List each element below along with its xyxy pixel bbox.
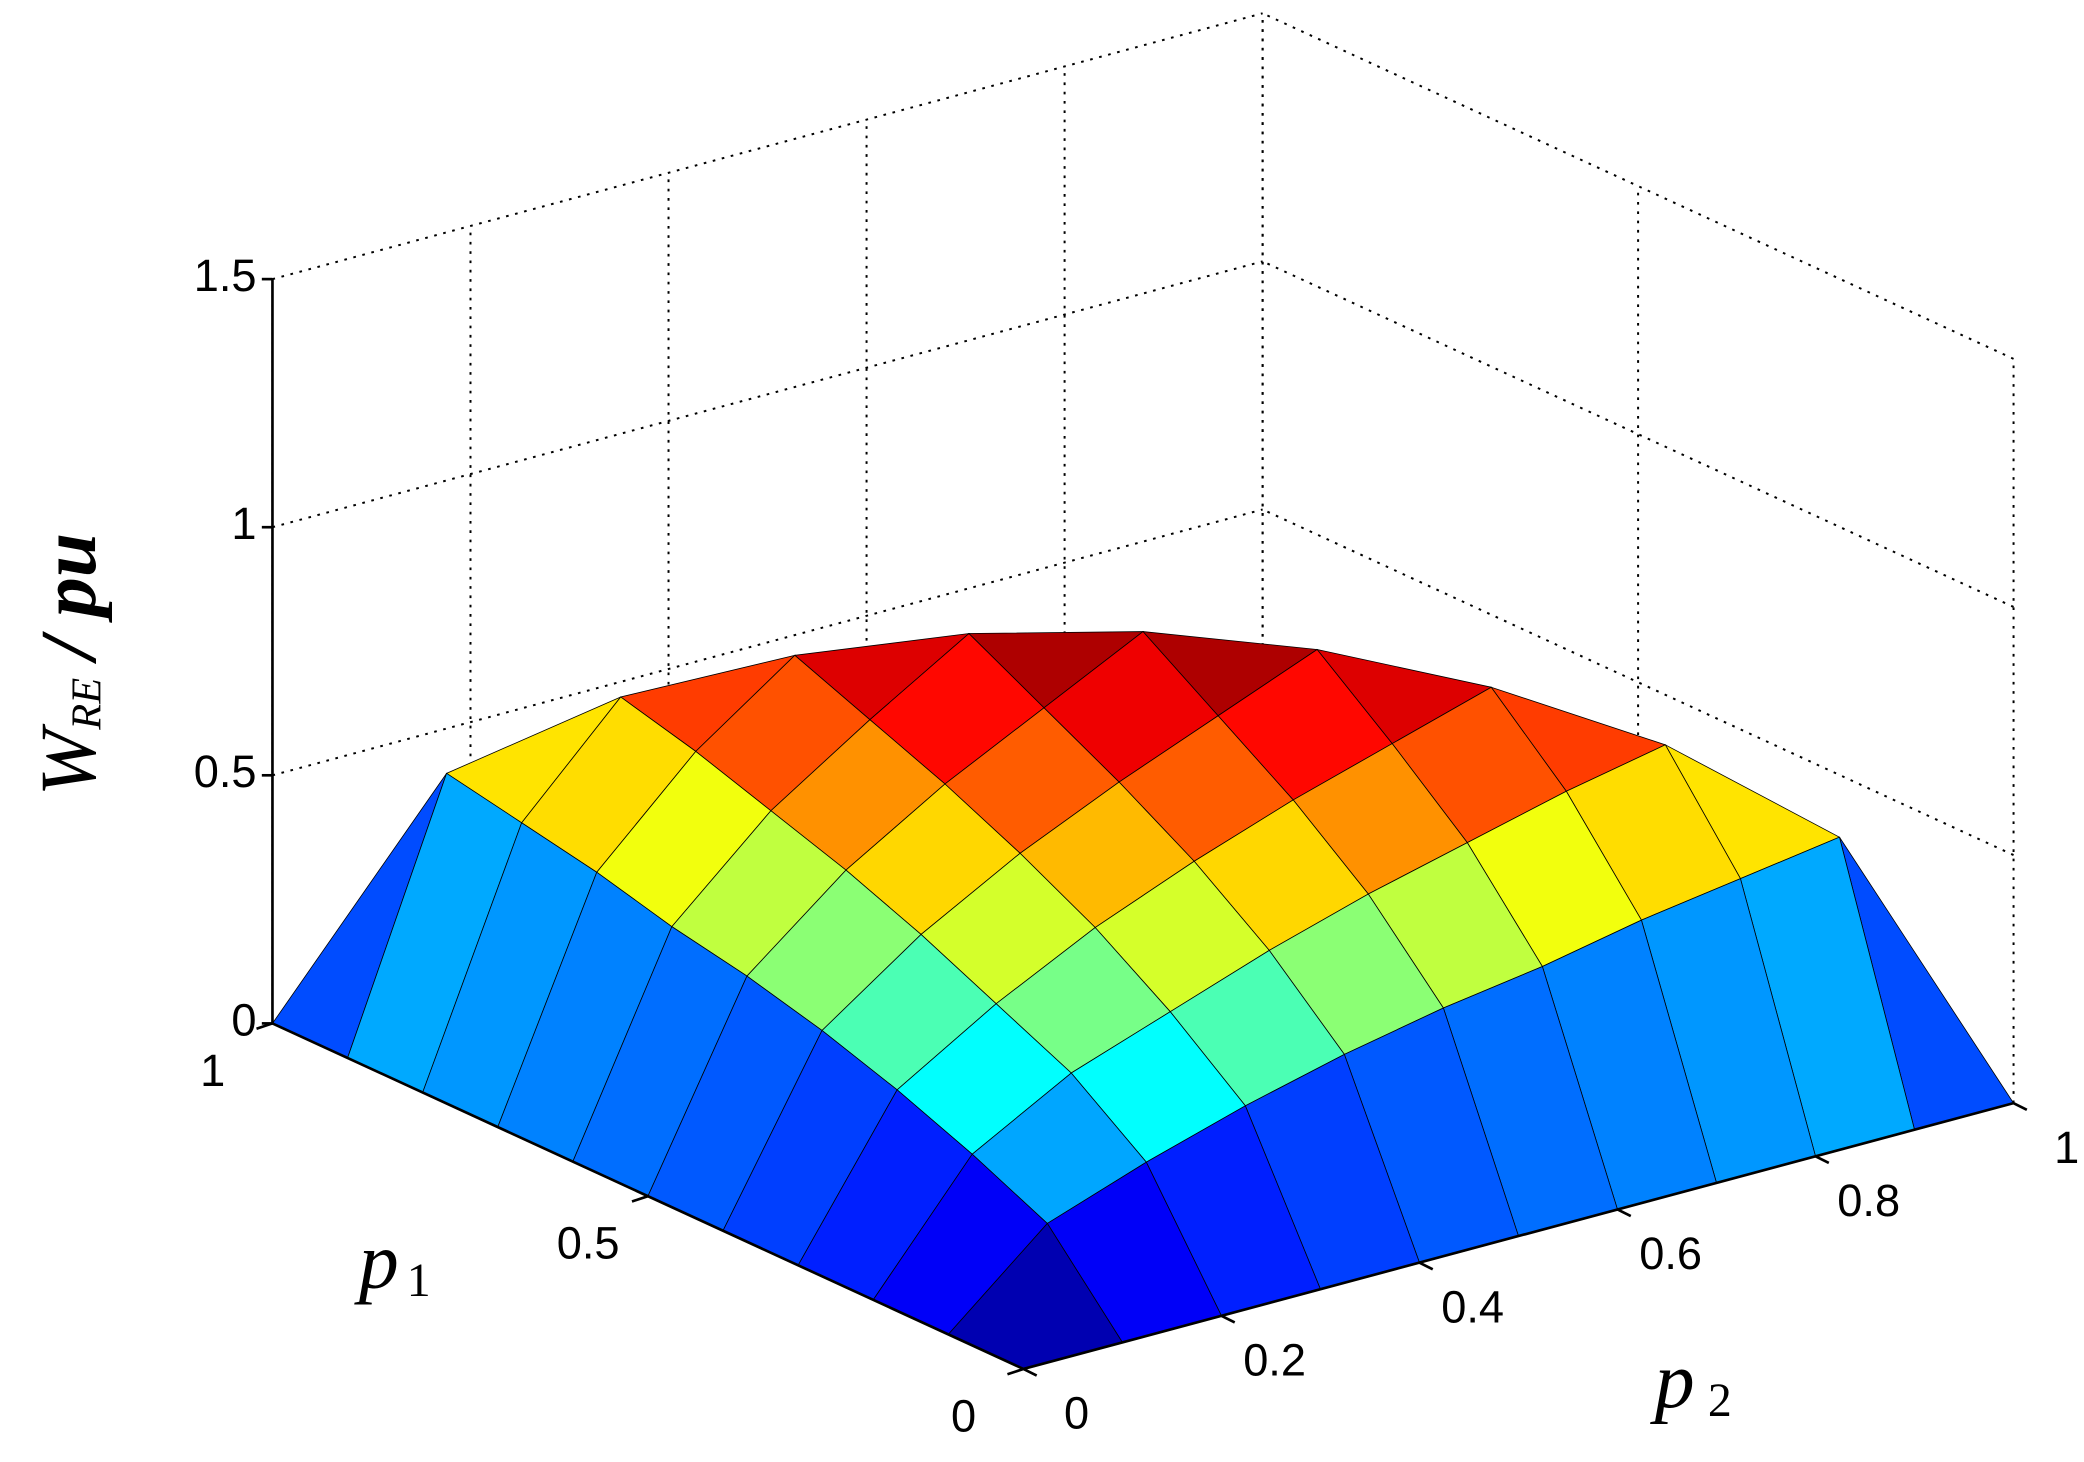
y-tick [1616, 1208, 1632, 1218]
y-tick [1022, 1367, 1038, 1377]
y-tick-label: 0.6 [1639, 1228, 1702, 1279]
z-tick-label: 1.5 [194, 250, 257, 301]
y-axis-label-subscript: 2 [1708, 1374, 1732, 1427]
z-axis-label-unit: / pu [25, 533, 113, 664]
x-tick-label: 0.5 [557, 1218, 620, 1269]
surface-layer [271, 631, 2015, 1370]
x-tick [1007, 1367, 1024, 1376]
x-tick [631, 1194, 649, 1203]
z-tick-label: 1 [231, 498, 256, 549]
x-axis-label-subscript: 1 [407, 1254, 431, 1307]
y-tick [1220, 1314, 1236, 1324]
y-tick [2012, 1101, 2028, 1111]
y-tick-label: 0.2 [1243, 1335, 1306, 1386]
y-tick-label: 0.4 [1441, 1281, 1504, 1332]
x-tick-label: 1 [200, 1045, 225, 1096]
z-tick-label: 0 [231, 994, 256, 1045]
grid-line [272, 12, 1263, 281]
y-tick-label: 1 [2054, 1122, 2079, 1173]
z-axis-label-main: W [25, 723, 113, 796]
y-axis [1023, 1101, 2014, 1371]
z-axis-label: WRE / pu [25, 533, 113, 796]
grid-line [1262, 260, 2014, 608]
z-tick-label: 0.5 [194, 746, 257, 797]
grid-line [1262, 12, 2014, 360]
grid-line [272, 508, 1263, 777]
y-tick [1418, 1261, 1434, 1271]
x-tick [256, 1022, 273, 1030]
y-axis-label-main: p [1650, 1337, 1695, 1425]
y-tick-label: 0 [1064, 1388, 1089, 1439]
y-tick [1814, 1155, 1830, 1165]
x-axis-label-main: p [354, 1218, 399, 1306]
grid-line [1262, 508, 2014, 856]
y-tick-label: 0.8 [1837, 1175, 1900, 1226]
grid-line [272, 260, 1263, 529]
z-axis-label-subscript: RE [63, 678, 110, 731]
x-tick-label: 0 [951, 1390, 976, 1441]
